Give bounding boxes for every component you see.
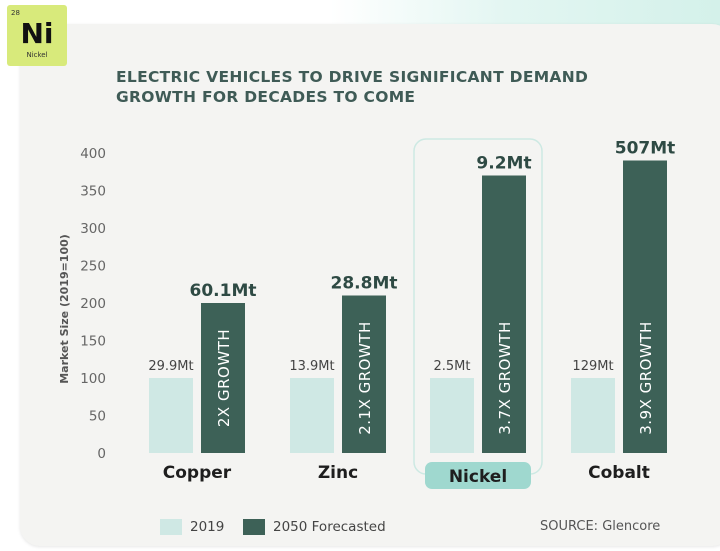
y-tick-label: 50: [89, 409, 106, 425]
y-tick-label: 100: [80, 371, 106, 387]
legend-item-2019: 2019: [160, 517, 224, 537]
y-tick-label: 0: [97, 446, 106, 462]
bar-2050: [482, 175, 526, 453]
data-label-2019: 29.9Mt: [148, 359, 193, 374]
y-axis-label: Market Size (2019=100): [58, 234, 71, 384]
growth-label: 2X GROWTH: [215, 329, 233, 427]
legend-swatch-2050: [243, 519, 265, 535]
y-tick-label: 250: [80, 259, 106, 275]
data-label-2019: 129Mt: [572, 359, 613, 374]
atomic-number: 28: [11, 9, 20, 17]
legend-item-2050: 2050 Forecasted: [243, 517, 386, 537]
bar-2050: [201, 303, 245, 453]
nickel-element-badge: 28 Ni Nickel: [7, 5, 67, 66]
growth-label: 3.7X GROWTH: [496, 321, 514, 435]
data-label-2019: 2.5Mt: [434, 359, 471, 374]
y-tick-label: 300: [80, 221, 106, 237]
bar-2019: [149, 378, 193, 453]
source-note: SOURCE: Glencore: [540, 519, 661, 534]
legend-label-2019: 2019: [190, 519, 225, 535]
bar-2019: [571, 378, 615, 453]
bar-2019: [430, 378, 474, 453]
data-label-2050: 28.8Mt: [331, 274, 398, 294]
element-symbol: Ni: [20, 17, 54, 50]
legend-label-2050: 2050 Forecasted: [273, 519, 386, 535]
data-label-2019: 13.9Mt: [289, 359, 334, 374]
bar-2050: [342, 295, 386, 453]
category-label: Nickel: [449, 467, 507, 487]
category-highlight-pill: [425, 462, 531, 489]
y-tick-label: 400: [80, 146, 106, 162]
growth-label: 2.1X GROWTH: [356, 321, 374, 435]
data-label-2050: 507Mt: [615, 139, 676, 159]
category-label: Copper: [163, 463, 232, 483]
chart-title: ELECTRIC VEHICLES TO DRIVE SIGNIFICANT D…: [116, 68, 589, 106]
bar-2019: [290, 378, 334, 453]
bar-2050: [623, 160, 667, 453]
data-label-2050: 9.2Mt: [476, 154, 531, 174]
category-label: Cobalt: [588, 463, 650, 483]
y-tick-label: 350: [80, 184, 106, 200]
legend-swatch-2019: [160, 519, 182, 535]
data-label-2050: 60.1Mt: [190, 281, 257, 301]
slide-card: [20, 24, 720, 546]
element-name: Nickel: [26, 51, 48, 59]
y-tick-label: 150: [80, 334, 106, 350]
y-tick-label: 200: [80, 296, 106, 312]
growth-label: 3.9X GROWTH: [637, 321, 655, 435]
category-label: Zinc: [318, 463, 358, 483]
